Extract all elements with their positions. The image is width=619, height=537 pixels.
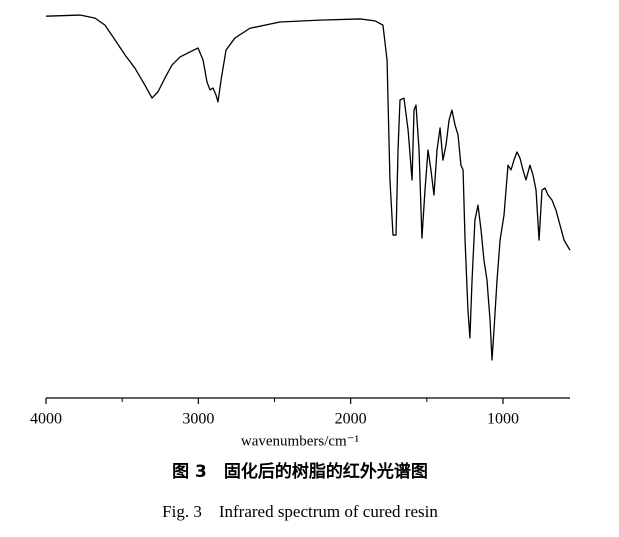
spectrum-line (45, 14, 571, 361)
x-tick-label: 4000 (30, 411, 62, 428)
caption-en: Fig. 3 Infrared spectrum of cured resin (162, 502, 438, 521)
caption-cn: 图 3 固化后的树脂的红外光谱图 (172, 461, 428, 482)
x-tick-label: 2000 (335, 411, 367, 428)
x-tick-label: 3000 (182, 411, 214, 428)
x-tick-label: 1000 (487, 411, 519, 428)
x-axis-label: wavenumbers/cm⁻¹ (241, 433, 359, 449)
